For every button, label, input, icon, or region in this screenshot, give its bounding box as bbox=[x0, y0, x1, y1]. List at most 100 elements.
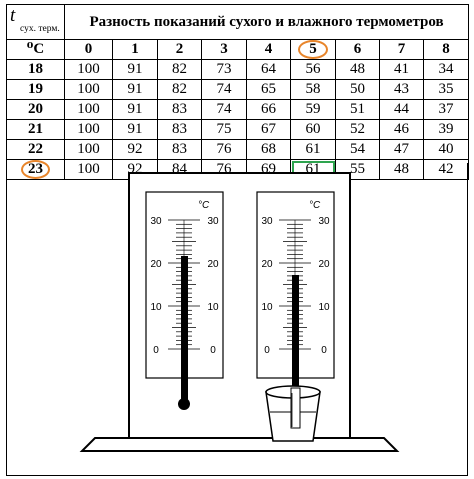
table-cell: 61 bbox=[290, 139, 336, 160]
table-cell: 60 bbox=[290, 119, 336, 140]
wick bbox=[290, 387, 301, 429]
highlight-circle: 5 bbox=[298, 40, 328, 59]
column-header-7: 7 bbox=[379, 39, 424, 60]
table-cell: 65 bbox=[246, 79, 291, 100]
table-cell: 76 bbox=[201, 139, 247, 160]
table-cell: 100 bbox=[64, 79, 113, 100]
table-cell: 54 bbox=[335, 139, 380, 160]
column-header-1: 1 bbox=[112, 39, 158, 60]
table-row: 22 100 92 83 76 68 61 54 47 40 bbox=[6, 139, 470, 160]
tick-label-30-right: 30 bbox=[207, 216, 219, 227]
wet-thermometer-scale: 30 30 20 20 10 10 0 0 °C bbox=[261, 200, 330, 356]
table-cell: 52 bbox=[335, 119, 380, 140]
row-header-21: 21 bbox=[6, 119, 65, 140]
table-cell: 34 bbox=[422, 59, 470, 80]
dry-thermometer-bulb bbox=[178, 398, 190, 410]
table-cell: 91 bbox=[112, 59, 158, 80]
table-cell: 68 bbox=[246, 139, 291, 160]
table-row: 19 100 91 82 74 65 58 50 43 35 bbox=[6, 79, 470, 100]
table-cell: 100 bbox=[64, 59, 113, 80]
table-cell: 46 bbox=[379, 119, 424, 140]
highlight-circle: 23 bbox=[21, 160, 50, 179]
table-cell: 74 bbox=[201, 99, 247, 120]
table-row: 21 100 91 83 75 67 60 52 46 39 bbox=[6, 119, 470, 140]
tick-label-10-right: 10 bbox=[207, 302, 219, 313]
tick-label-30-left: 30 bbox=[261, 216, 273, 227]
row-header-20: 20 bbox=[6, 99, 65, 120]
row-header-23: 23 bbox=[6, 159, 65, 180]
table-cell: 58 bbox=[290, 79, 336, 100]
table-cell: 39 bbox=[422, 119, 470, 140]
table-cell: 83 bbox=[157, 119, 202, 140]
table-cell: 48 bbox=[379, 159, 424, 180]
shelf bbox=[79, 437, 400, 452]
table-cell: 37 bbox=[422, 99, 470, 120]
table-cell: 42 bbox=[422, 159, 470, 180]
table-cell: 48 bbox=[335, 59, 380, 80]
row-header-18: 18 bbox=[6, 59, 65, 80]
table-cell: 91 bbox=[112, 79, 158, 100]
tick-label-20-right: 20 bbox=[318, 259, 330, 270]
table-cell: 100 bbox=[64, 139, 113, 160]
table-cell: 66 bbox=[246, 99, 291, 120]
table-cell: 74 bbox=[201, 79, 247, 100]
table-cell: 56 bbox=[290, 59, 336, 80]
dry-temp-subscript: сух. терм. bbox=[20, 24, 60, 34]
thermometer-illustration: 30 30 20 20 10 10 0 0 °C 30 30 20 20 10 10 0 0 °C bbox=[79, 172, 400, 452]
table-cell: 41 bbox=[379, 59, 424, 80]
table-cell: 82 bbox=[157, 79, 202, 100]
table-cell: 40 bbox=[422, 139, 470, 160]
psychrometric-table: t сух. терм. Разность показаний сухого и… bbox=[6, 4, 470, 180]
table-cell: 43 bbox=[379, 79, 424, 100]
column-header-0: 0 bbox=[64, 39, 113, 60]
table-cell: 44 bbox=[379, 99, 424, 120]
table-cell: 75 bbox=[201, 119, 247, 140]
table-cell: 73 bbox=[201, 59, 247, 80]
unit-header: ⁰C bbox=[6, 39, 65, 60]
table-cell: 59 bbox=[290, 99, 336, 120]
tick-label-0-right: 0 bbox=[210, 345, 216, 356]
unit-label: °C bbox=[198, 200, 210, 211]
table-cell: 83 bbox=[157, 99, 202, 120]
header-corner-cell: t сух. терм. bbox=[6, 4, 65, 40]
table-cell: 100 bbox=[64, 119, 113, 140]
table-row: 20 100 91 83 74 66 59 51 44 37 bbox=[6, 99, 470, 120]
tick-label-10-left: 10 bbox=[150, 302, 162, 313]
table-cell: 91 bbox=[112, 119, 158, 140]
tick-label-30-left: 30 bbox=[150, 216, 162, 227]
table-row: 18 100 91 82 73 64 56 48 41 34 bbox=[6, 59, 470, 80]
column-header-8: 8 bbox=[422, 39, 470, 60]
table-cell: 35 bbox=[422, 79, 470, 100]
table-cell: 47 bbox=[379, 139, 424, 160]
unit-label: °C bbox=[309, 200, 321, 211]
tick-label-0-right: 0 bbox=[321, 345, 327, 356]
table-cell: 50 bbox=[335, 79, 380, 100]
table-cell: 100 bbox=[64, 159, 113, 180]
table-title: Разность показаний сухого и влажного тер… bbox=[63, 4, 470, 40]
table-cell: 82 bbox=[157, 59, 202, 80]
dry-thermometer-column bbox=[181, 256, 188, 401]
column-header-5: 5 bbox=[290, 39, 336, 60]
table-cell: 83 bbox=[157, 139, 202, 160]
tick-label-0-left: 0 bbox=[264, 345, 270, 356]
tick-label-20-left: 20 bbox=[150, 259, 162, 270]
column-header-6: 6 bbox=[335, 39, 380, 60]
wet-thermometer-column bbox=[292, 275, 299, 413]
tick-label-20-right: 20 bbox=[207, 259, 219, 270]
tick-label-20-left: 20 bbox=[261, 259, 273, 270]
table-cell: 100 bbox=[64, 99, 113, 120]
column-header-2: 2 bbox=[157, 39, 202, 60]
tick-label-0-left: 0 bbox=[153, 345, 159, 356]
row-header-22: 22 bbox=[6, 139, 65, 160]
table-cell: 64 bbox=[246, 59, 291, 80]
table-cell: 91 bbox=[112, 99, 158, 120]
dry-temp-symbol: t bbox=[10, 5, 16, 26]
table-cell: 67 bbox=[246, 119, 291, 140]
column-header-3: 3 bbox=[201, 39, 247, 60]
tick-label-10-left: 10 bbox=[261, 302, 273, 313]
tick-label-30-right: 30 bbox=[318, 216, 330, 227]
thermometer-diagram: 30 30 20 20 10 10 0 0 °C 30 30 20 20 10 10 0 0 °C bbox=[6, 163, 468, 476]
table-cell: 92 bbox=[112, 139, 158, 160]
row-header-19: 19 bbox=[6, 79, 65, 100]
table-cell: 51 bbox=[335, 99, 380, 120]
